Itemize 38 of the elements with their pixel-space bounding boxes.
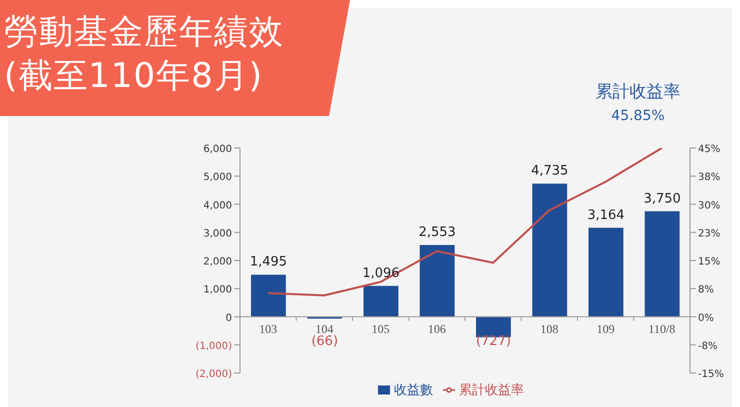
x-tick-label: 104 [315, 322, 334, 336]
y2-tick-label: -8% [698, 340, 718, 352]
y2-tick-label: 0% [698, 312, 714, 324]
y2-tick-label: 23% [698, 228, 720, 240]
y2-tick-label: 38% [698, 172, 720, 184]
y2-tick-label: 15% [698, 256, 720, 268]
y-tick-label: (2,000) [196, 369, 232, 380]
y-tick-label: 2,000 [203, 256, 232, 268]
data-label: 2,553 [418, 224, 456, 240]
x-tick-label: 109 [596, 322, 615, 336]
text: 累計收益率 [594, 81, 682, 103]
x-tick-label: 108 [540, 322, 558, 336]
legend-label: 累計收益率 [459, 383, 524, 398]
legend-label: 收益數 [394, 383, 433, 398]
y-tick-label: 3,000 [203, 228, 232, 240]
y-tick-label: 5,000 [203, 172, 232, 184]
y-tick-label: 1,000 [203, 284, 232, 296]
x-tick-label: 105 [372, 322, 390, 336]
y2-tick-label: -15% [698, 369, 724, 380]
data-label: 3,750 [644, 191, 681, 206]
y-tick-label: (1,000) [196, 340, 232, 352]
data-label: 4,735 [531, 164, 568, 179]
data-label: 1,495 [250, 254, 288, 270]
x-tick-label: 110/8 [648, 322, 676, 336]
chart-subtitle: (截至110年8月) [4, 55, 264, 98]
data-label: 3,164 [587, 208, 625, 223]
y2-tick-label: 30% [698, 200, 720, 212]
data-label: (66) [311, 334, 338, 349]
x-tick-label: 106 [428, 322, 446, 336]
chart-title: 勞動基金歷年績效 [4, 11, 285, 54]
y2-tick-label: 8% [698, 284, 714, 296]
y-tick-label: 6,000 [203, 144, 232, 155]
y-tick-label: 4,000 [203, 200, 232, 212]
data-label: (727) [476, 334, 511, 349]
y-tick-label: 0 [226, 312, 232, 324]
text: 45.85% [610, 108, 666, 124]
x-tick-label: 103 [259, 322, 278, 336]
y2-tick-label: 45% [698, 144, 720, 155]
